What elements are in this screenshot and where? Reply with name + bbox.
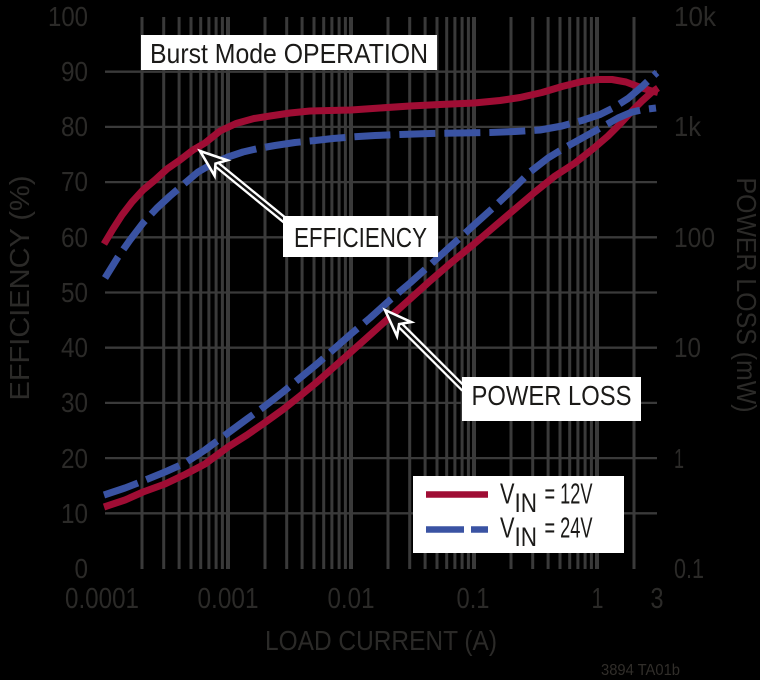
svg-text:POWER LOSS: POWER LOSS [472,380,632,411]
svg-text:10k: 10k [674,1,717,32]
svg-text:VIN= 12V: VIN = 12V [500,479,593,519]
svg-text:60: 60 [61,222,88,253]
svg-text:30: 30 [61,387,88,418]
svg-text:10: 10 [61,498,88,529]
svg-text:3894 TA01b: 3894 TA01b [601,662,680,679]
svg-text:20: 20 [61,443,88,474]
svg-text:POWER LOSS (mW): POWER LOSS (mW) [731,178,760,413]
svg-text:1k: 1k [674,111,702,142]
svg-text:80: 80 [61,111,88,142]
svg-text:0.1: 0.1 [457,583,490,615]
svg-text:70: 70 [61,166,88,197]
svg-text:0: 0 [75,553,89,584]
svg-text:VIN= 24V: VIN = 24V [500,513,593,553]
svg-text:0.01: 0.01 [328,583,375,615]
svg-text:90: 90 [61,56,88,87]
svg-text:EFFICIENCY (%): EFFICIENCY (%) [4,176,35,401]
svg-text:100: 100 [674,222,715,253]
svg-text:10: 10 [674,332,701,363]
svg-text:0.001: 0.001 [198,583,259,615]
svg-text:100: 100 [48,1,88,32]
svg-text:0.0001: 0.0001 [65,583,139,615]
svg-text:Burst Mode OPERATION: Burst Mode OPERATION [150,38,428,69]
svg-text:1: 1 [592,583,604,615]
svg-text:40: 40 [61,332,88,363]
svg-text:50: 50 [61,277,88,308]
svg-text:0.1: 0.1 [674,553,704,584]
svg-text:1: 1 [674,443,684,474]
svg-text:EFFICIENCY: EFFICIENCY [294,222,427,253]
svg-text:3: 3 [651,583,664,615]
svg-text:LOAD CURRENT (A): LOAD CURRENT (A) [265,625,497,656]
